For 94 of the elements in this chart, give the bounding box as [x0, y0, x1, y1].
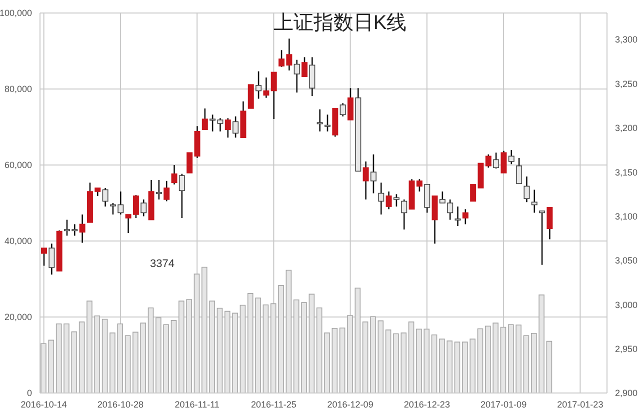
candlestick: [401, 198, 408, 230]
bar: [102, 318, 108, 393]
candlestick: [462, 208, 468, 225]
candlestick: [393, 194, 400, 208]
candlestick: [309, 56, 316, 97]
candlestick: [224, 118, 231, 138]
candlestick: [202, 108, 208, 130]
bar: [324, 332, 330, 393]
y2-tick-label: 3,200: [615, 123, 638, 134]
y2-tick-label: 3,100: [615, 211, 638, 222]
candlestick: [156, 179, 162, 200]
candlestick: [171, 164, 178, 186]
candlestick: [454, 206, 461, 227]
y-tick-label: 60,000: [4, 160, 32, 170]
bar: [48, 340, 54, 393]
y-tick-label: 20,000: [4, 312, 32, 322]
y2-tick-label: 2,900: [615, 388, 638, 398]
candlestick: [324, 114, 330, 132]
candlestick: [140, 198, 147, 217]
candlestick: [178, 173, 185, 219]
x-tick-label: 2016-10-14: [20, 399, 67, 410]
candlestick: [432, 195, 438, 244]
bar: [40, 343, 46, 393]
candlestick: [516, 157, 522, 184]
bar: [170, 320, 177, 393]
candlestick: [493, 152, 500, 170]
candlestick: [531, 189, 538, 214]
y-tick-label: 100,000: [0, 8, 32, 18]
bar: [454, 342, 460, 393]
candlestick: [370, 154, 376, 194]
candlestick: [386, 190, 392, 210]
y2-tick-label: 3,250: [615, 78, 638, 89]
bar: [546, 340, 552, 393]
bar: [339, 328, 346, 393]
candlestick: [263, 76, 270, 98]
candlestick: [41, 247, 47, 266]
candlestick: [316, 108, 323, 132]
x-tick-label: 2017-01-09: [480, 399, 527, 410]
candlestick: [539, 210, 546, 266]
candlestick: [524, 176, 530, 203]
bar: [500, 326, 506, 393]
y2-tick-label: 3,050: [615, 256, 638, 266]
bar: [332, 328, 338, 393]
candlestick: [79, 214, 86, 244]
bar: [124, 335, 131, 393]
x-tick-label: 2016-12-09: [327, 399, 374, 410]
candlestick: [378, 182, 384, 216]
x-tick-label: 2016-11-25: [251, 399, 296, 410]
candlestick: [270, 72, 277, 120]
candlestick: [424, 184, 430, 214]
y2-tick-label: 2,950: [615, 344, 638, 354]
candlestick: [248, 84, 254, 109]
y-tick-label: 40,000: [4, 236, 32, 246]
candlestick: [546, 206, 553, 240]
chart-title: 上证指数日K线: [272, 11, 408, 36]
bar: [194, 274, 200, 393]
candlestick: [294, 59, 300, 94]
bar: [56, 323, 62, 393]
candlestick: [500, 150, 507, 174]
annotation: 3374: [150, 258, 174, 270]
bar: [262, 304, 269, 393]
candlestick: [302, 56, 308, 78]
x-tick-label: 2017-01-23: [557, 399, 604, 410]
bar: [523, 335, 530, 393]
bar: [216, 308, 223, 393]
x-tick-label: 2016-10-28: [97, 399, 144, 410]
y-tick-label: 0: [26, 388, 32, 398]
candlestick: [340, 102, 346, 118]
bar: [286, 270, 292, 393]
candlestick: [102, 187, 108, 208]
bar: [362, 322, 368, 393]
bar: [431, 334, 438, 393]
candlestick: [508, 149, 514, 165]
bar: [308, 294, 315, 393]
bar: [78, 322, 85, 393]
candlestick: [232, 116, 239, 138]
y2-tick-label: 3,000: [615, 300, 638, 310]
y2-tick-label: 3,300: [615, 34, 638, 45]
bar: [148, 307, 154, 393]
bar: [240, 304, 246, 393]
y2-tick-label: 3,150: [615, 167, 638, 178]
x-tick-label: 2016-11-11: [174, 399, 220, 410]
bar: [408, 322, 414, 393]
candlestick: [256, 70, 262, 100]
bar: [477, 328, 484, 393]
bar: [316, 307, 322, 393]
bar: [385, 330, 392, 393]
candlestick: [347, 87, 354, 121]
y-tick-label: 80,000: [4, 84, 32, 94]
candlestick: [164, 180, 170, 202]
candlestick: [362, 160, 369, 200]
candlestick: [485, 154, 492, 168]
candlestick: [48, 243, 55, 276]
x-tick-label: 2016-12-23: [404, 399, 450, 410]
